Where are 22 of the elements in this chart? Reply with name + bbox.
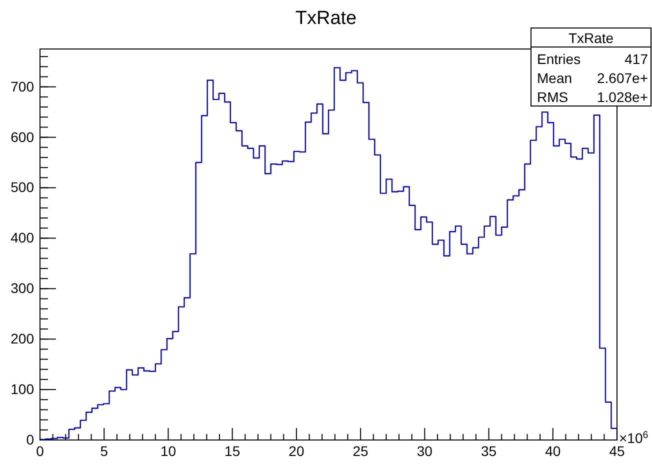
x-tick-label: 35 — [480, 442, 497, 459]
text: Mean 2.607e+ — [537, 70, 648, 86]
text: RMS 1.028e+ — [537, 89, 648, 105]
x-tick-label: 10 — [160, 442, 176, 459]
x-tick-label: 20 — [288, 442, 304, 459]
y-tick-label: 200 — [10, 330, 34, 347]
chart-title: TxRate — [295, 8, 357, 29]
x-tick-label: 0 — [36, 442, 44, 459]
y-tick-label: 100 — [10, 381, 34, 398]
y-tick-label: 0 — [26, 431, 34, 448]
x-tick-label: 15 — [224, 442, 240, 459]
y-tick-label: 600 — [10, 128, 34, 145]
x-tick-label: 30 — [416, 442, 433, 459]
x-tick-label: 25 — [352, 442, 369, 459]
x-tick-label: 40 — [545, 442, 561, 459]
text: Entries 417 — [537, 51, 648, 67]
x-tick-label: 5 — [100, 442, 108, 459]
y-tick-label: 400 — [10, 230, 34, 246]
y-tick-label: 700 — [10, 78, 34, 94]
y-tick-label: 300 — [10, 280, 34, 296]
text: TxRate — [568, 30, 614, 46]
y-tick-label: 500 — [10, 179, 34, 196]
